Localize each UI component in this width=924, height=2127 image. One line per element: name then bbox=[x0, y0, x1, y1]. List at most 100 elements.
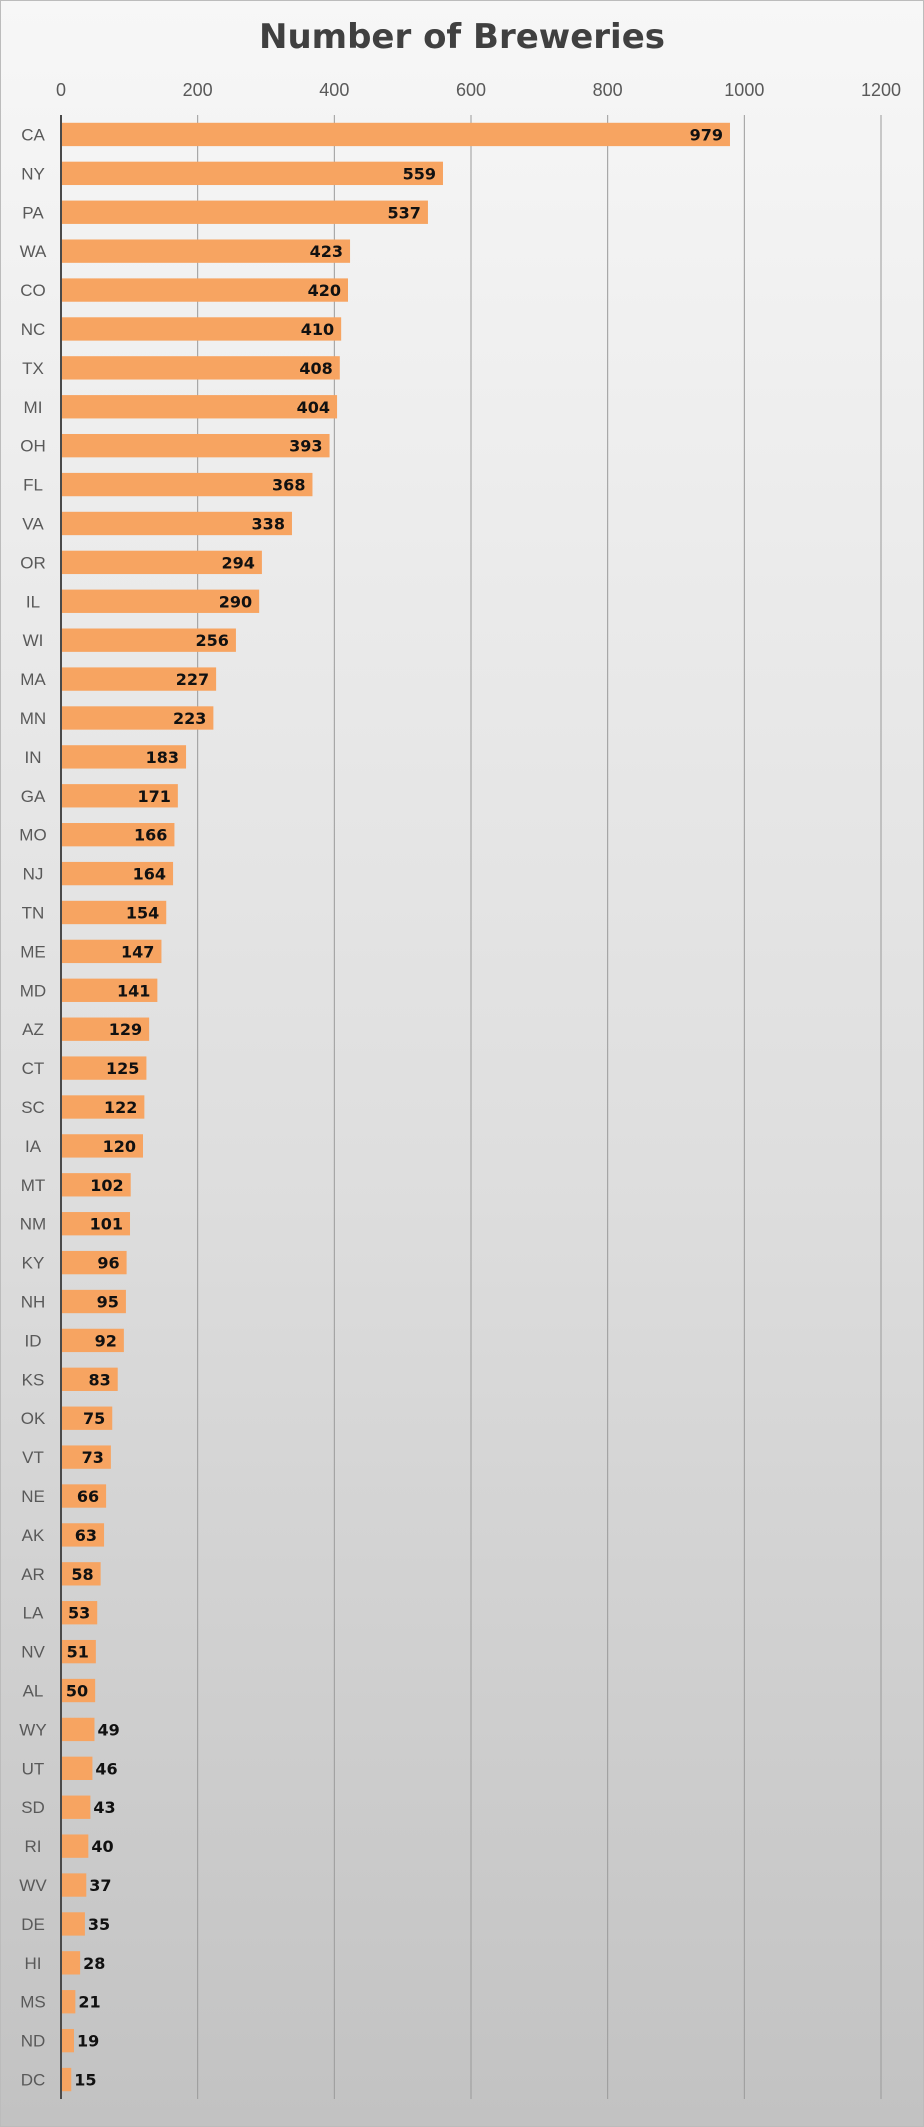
category-label: NV bbox=[21, 1643, 45, 1662]
category-label: OH bbox=[20, 437, 46, 456]
bar bbox=[61, 161, 443, 186]
category-label: MO bbox=[19, 826, 46, 845]
bar bbox=[61, 1873, 87, 1897]
bar bbox=[61, 1639, 96, 1664]
bar bbox=[61, 1289, 126, 1314]
category-label: OR bbox=[20, 553, 46, 572]
bar bbox=[61, 861, 174, 886]
data-label: 21 bbox=[78, 1993, 100, 2012]
data-label: 50 bbox=[66, 1682, 88, 1701]
data-label: 368 bbox=[272, 476, 305, 495]
x-tick-label: 200 bbox=[183, 80, 213, 100]
data-label: 171 bbox=[137, 787, 170, 806]
category-label: OK bbox=[21, 1409, 46, 1428]
category-label: KS bbox=[22, 1370, 45, 1389]
category-label: DC bbox=[21, 2071, 46, 2090]
bar bbox=[61, 2028, 74, 2053]
data-label: 393 bbox=[289, 437, 322, 456]
category-label: WI bbox=[23, 631, 44, 650]
data-label: 122 bbox=[104, 1098, 137, 1117]
bar bbox=[61, 1367, 118, 1391]
data-label: 408 bbox=[299, 359, 332, 378]
bar bbox=[61, 1212, 131, 1236]
data-label: 83 bbox=[88, 1370, 110, 1389]
data-label: 66 bbox=[77, 1487, 99, 1506]
bar bbox=[61, 1134, 143, 1158]
category-label: PA bbox=[22, 203, 44, 222]
bar bbox=[61, 1990, 76, 2014]
data-label: 290 bbox=[219, 592, 252, 611]
bar bbox=[61, 1951, 81, 1975]
bar bbox=[61, 317, 342, 341]
category-label: MI bbox=[24, 398, 43, 417]
category-label: WA bbox=[20, 242, 47, 261]
data-label: 101 bbox=[90, 1215, 123, 1234]
bar bbox=[61, 511, 292, 536]
category-label: CO bbox=[20, 281, 46, 300]
category-label: NH bbox=[21, 1293, 46, 1312]
category-label: NM bbox=[20, 1215, 46, 1234]
data-label: 40 bbox=[91, 1837, 113, 1856]
bar bbox=[61, 1756, 93, 1781]
data-label: 75 bbox=[83, 1409, 105, 1428]
bar bbox=[61, 1017, 150, 1041]
category-label: ME bbox=[20, 942, 46, 961]
data-label: 43 bbox=[93, 1798, 115, 1817]
data-label: 129 bbox=[109, 1020, 142, 1039]
category-label: MA bbox=[20, 670, 46, 689]
bar bbox=[61, 823, 175, 847]
bar bbox=[61, 1678, 96, 1703]
x-tick-label: 400 bbox=[319, 80, 349, 100]
bar bbox=[61, 589, 260, 613]
bar bbox=[61, 1484, 107, 1508]
bar bbox=[61, 2067, 72, 2092]
data-label: 423 bbox=[310, 242, 343, 261]
bar bbox=[61, 550, 262, 575]
category-label: SC bbox=[21, 1098, 45, 1117]
category-label: DE bbox=[21, 1915, 45, 1934]
data-label: 141 bbox=[117, 981, 150, 1000]
data-label: 51 bbox=[67, 1643, 89, 1662]
category-label: AZ bbox=[22, 1020, 44, 1039]
data-label: 227 bbox=[176, 670, 209, 689]
bar bbox=[61, 745, 187, 769]
x-tick-label: 800 bbox=[593, 80, 623, 100]
category-label: TN bbox=[22, 903, 45, 922]
bar bbox=[61, 939, 162, 964]
category-label: NE bbox=[21, 1487, 45, 1506]
category-label: AK bbox=[22, 1526, 45, 1545]
category-label: SD bbox=[21, 1798, 45, 1817]
bar bbox=[61, 472, 313, 497]
bar bbox=[61, 433, 330, 458]
data-label: 410 bbox=[301, 320, 334, 339]
data-label: 19 bbox=[77, 2032, 99, 2051]
x-tick-label: 600 bbox=[456, 80, 486, 100]
data-label: 73 bbox=[82, 1448, 104, 1467]
data-label: 404 bbox=[297, 398, 330, 417]
data-label: 223 bbox=[173, 709, 206, 728]
bar bbox=[61, 122, 730, 147]
bar bbox=[61, 667, 217, 691]
data-label: 338 bbox=[252, 514, 285, 533]
data-label: 294 bbox=[221, 553, 254, 572]
bar bbox=[61, 1095, 145, 1119]
category-label: NY bbox=[21, 164, 45, 183]
category-label: IL bbox=[26, 592, 40, 611]
category-label: MS bbox=[20, 1993, 46, 2012]
bar bbox=[61, 1250, 127, 1275]
bar bbox=[61, 1445, 111, 1469]
data-label: 256 bbox=[196, 631, 229, 650]
category-label: MD bbox=[20, 981, 46, 1000]
data-label: 164 bbox=[133, 865, 166, 884]
category-label: MN bbox=[20, 709, 46, 728]
chart-title: Number of Breweries bbox=[258, 17, 665, 57]
category-label: KY bbox=[22, 1254, 45, 1273]
bar bbox=[61, 200, 428, 224]
bar bbox=[61, 1834, 89, 1858]
category-label: WY bbox=[19, 1720, 46, 1739]
data-label: 183 bbox=[146, 748, 179, 767]
category-label: HI bbox=[25, 1954, 42, 1973]
category-label: VT bbox=[22, 1448, 44, 1467]
category-label: FL bbox=[23, 476, 43, 495]
